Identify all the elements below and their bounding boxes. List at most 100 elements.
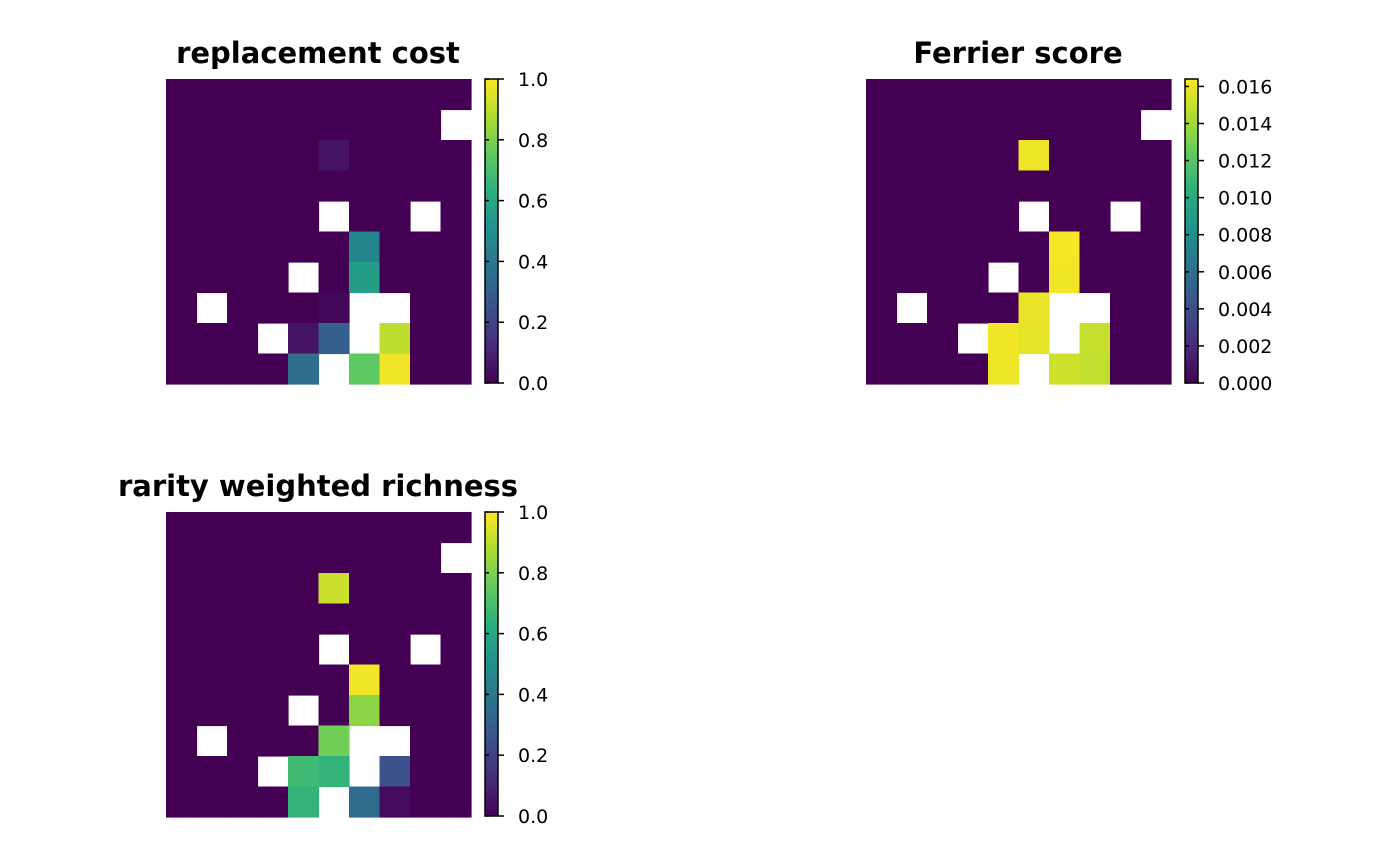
heatmap-cell xyxy=(957,79,989,111)
heatmap-cell xyxy=(288,140,320,172)
heatmap-cell xyxy=(1079,140,1111,172)
heatmap-cell xyxy=(257,231,289,263)
heatmap-cell xyxy=(1049,262,1081,294)
heatmap-cell xyxy=(257,725,289,757)
heatmap-cell xyxy=(227,786,259,818)
heatmap-cell xyxy=(410,664,442,696)
heatmap-cell xyxy=(349,603,381,635)
heatmap-cell xyxy=(1110,109,1142,141)
heatmap-cell xyxy=(257,664,289,696)
heatmap-cell xyxy=(1079,262,1111,294)
heatmap-cell xyxy=(1079,109,1111,141)
legend-tick-label: 0.010 xyxy=(1218,188,1272,210)
heatmap-cell xyxy=(379,664,411,696)
heatmap-cell xyxy=(288,756,320,788)
heatmap-cell xyxy=(379,231,411,263)
heatmap-cell xyxy=(196,786,228,818)
heatmap-cell xyxy=(896,201,928,233)
heatmap-cell xyxy=(166,109,198,141)
heatmap-cell xyxy=(227,79,259,111)
heatmap-cell xyxy=(379,756,411,788)
heatmap-cell xyxy=(379,542,411,574)
heatmap-cell xyxy=(1110,353,1142,385)
heatmap-cell xyxy=(988,353,1020,385)
heatmap-cell xyxy=(440,634,472,666)
heatmap-cell xyxy=(1110,292,1142,324)
heatmap-cell xyxy=(227,512,259,544)
heatmap-cell xyxy=(1140,201,1172,233)
heatmap-cell xyxy=(440,170,472,202)
heatmap-cell xyxy=(1079,353,1111,385)
heatmap-cell xyxy=(440,664,472,696)
heatmap-cell xyxy=(288,634,320,666)
heatmap-cell xyxy=(166,170,198,202)
heatmap-cell xyxy=(196,201,228,233)
heatmap-cell xyxy=(257,786,289,818)
heatmap-cell xyxy=(1140,292,1172,324)
heatmap-cell xyxy=(257,201,289,233)
heatmap-cell xyxy=(288,573,320,605)
heatmap-cell xyxy=(927,140,959,172)
heatmap-cell xyxy=(379,323,411,355)
heatmap-cell xyxy=(227,170,259,202)
heatmap-cell xyxy=(349,786,381,818)
heatmap-cell xyxy=(227,231,259,263)
heatmap-cell xyxy=(988,170,1020,202)
heatmap-cell xyxy=(957,353,989,385)
heatmap-cell xyxy=(349,634,381,666)
legend-tick-label: 0.000 xyxy=(1218,373,1272,395)
heatmap-cell xyxy=(166,292,198,324)
heatmap-cell xyxy=(318,109,350,141)
heatmap-cell xyxy=(227,634,259,666)
heatmap-cell xyxy=(379,170,411,202)
color-legend: 0.0 0.2 0.4 0.6 0.8 1.0 xyxy=(484,69,548,395)
heatmap-cell xyxy=(988,140,1020,172)
legend-tick-label: 0.4 xyxy=(518,684,548,706)
heatmap-cell xyxy=(349,512,381,544)
heatmap-cell xyxy=(1049,109,1081,141)
heatmap-cell xyxy=(866,170,898,202)
heatmap-cell xyxy=(1018,79,1050,111)
heatmap-cell xyxy=(196,664,228,696)
heatmap-cell xyxy=(166,512,198,544)
heatmap-cell xyxy=(957,262,989,294)
heatmap-cell xyxy=(410,512,442,544)
heatmap-cell xyxy=(1110,140,1142,172)
heatmap-cell xyxy=(288,664,320,696)
heatmap-cell xyxy=(1079,231,1111,263)
heatmap-cell xyxy=(379,140,411,172)
heatmap-cells xyxy=(866,79,1172,385)
heatmap-cell xyxy=(227,323,259,355)
heatmap-cell xyxy=(288,231,320,263)
heatmap-cell xyxy=(440,292,472,324)
heatmap-cell xyxy=(896,323,928,355)
heatmap-cell xyxy=(349,170,381,202)
heatmap-cell xyxy=(410,695,442,727)
heatmap-cell xyxy=(927,109,959,141)
heatmap-cell xyxy=(410,603,442,635)
heatmap-cell xyxy=(166,603,198,635)
heatmap-cell xyxy=(1079,201,1111,233)
heatmap-cell xyxy=(927,262,959,294)
heatmap-cell xyxy=(288,786,320,818)
heatmap-cell xyxy=(196,323,228,355)
heatmap-cell xyxy=(257,603,289,635)
heatmap-cell xyxy=(196,695,228,727)
heatmap-cell xyxy=(866,140,898,172)
legend-tick-label: 0.8 xyxy=(518,563,548,585)
heatmap-cell xyxy=(1049,170,1081,202)
heatmap-cell xyxy=(410,140,442,172)
heatmap-cell xyxy=(440,512,472,544)
heatmap-cell xyxy=(166,634,198,666)
heatmap-cell xyxy=(318,292,350,324)
heatmap-cell xyxy=(379,573,411,605)
heatmap-cell xyxy=(410,756,442,788)
heatmap-cell xyxy=(410,323,442,355)
heatmap-cell xyxy=(257,573,289,605)
heatmap-cell xyxy=(379,603,411,635)
heatmap-cell xyxy=(288,323,320,355)
heatmap-cell xyxy=(227,756,259,788)
heatmap-cell xyxy=(927,201,959,233)
heatmap-cell xyxy=(1049,231,1081,263)
heatmap-cell xyxy=(196,634,228,666)
